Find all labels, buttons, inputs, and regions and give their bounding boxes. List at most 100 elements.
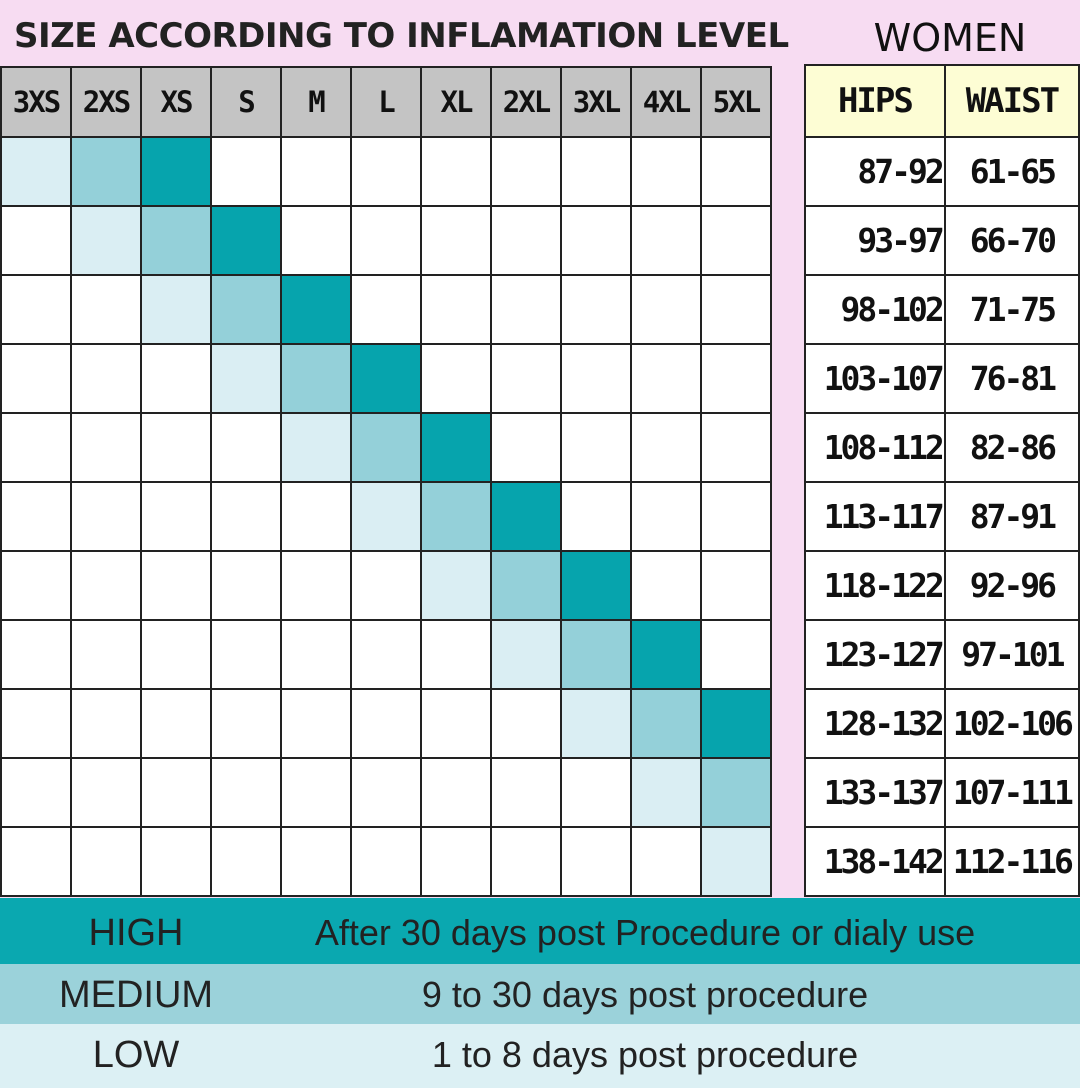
grid-cell xyxy=(490,343,562,414)
grid-cell-medium xyxy=(700,757,772,828)
grid-cell xyxy=(490,757,562,828)
measurement-row: 98-102 71-75 xyxy=(804,274,1080,345)
grid-cell xyxy=(140,826,212,897)
grid-cell xyxy=(700,481,772,552)
waist-value: 66-70 xyxy=(943,205,1080,276)
legend-description: 9 to 30 days post procedure xyxy=(421,974,869,1015)
grid-cell xyxy=(280,619,352,690)
grid-cell-low xyxy=(140,274,212,345)
grid-cell-medium xyxy=(630,688,702,759)
measurement-row: 128-132 102-106 xyxy=(804,688,1080,759)
grid-cell-medium xyxy=(490,550,562,621)
size-header: XS xyxy=(140,66,212,138)
grid-cell xyxy=(560,343,632,414)
grid-cell xyxy=(70,550,142,621)
grid-cell xyxy=(140,343,212,414)
measurement-row: 93-97 66-70 xyxy=(804,205,1080,276)
measurement-row: 113-117 87-91 xyxy=(804,481,1080,552)
grid-cell xyxy=(630,343,702,414)
grid-cell xyxy=(700,343,772,414)
grid-cell xyxy=(280,550,352,621)
grid-cell xyxy=(210,688,282,759)
grid-cell xyxy=(0,205,72,276)
grid-cell xyxy=(490,826,562,897)
grid-cell xyxy=(560,205,632,276)
legend-medium: MEDIUM 9 to 30 days post procedure xyxy=(0,964,1080,1024)
size-grid-row xyxy=(0,412,772,483)
hips-value: 138-142 xyxy=(804,826,946,897)
grid-cell-low xyxy=(630,757,702,828)
size-header: XL xyxy=(420,66,492,138)
grid-cell-low xyxy=(490,619,562,690)
legend-low: LOW 1 to 8 days post procedure xyxy=(0,1024,1080,1088)
grid-cell xyxy=(0,481,72,552)
grid-cell xyxy=(420,619,492,690)
size-header: 3XS xyxy=(0,66,72,138)
grid-cell xyxy=(0,274,72,345)
grid-cell xyxy=(280,136,352,207)
hips-value: 103-107 xyxy=(804,343,946,414)
hips-value: 128-132 xyxy=(804,688,946,759)
grid-cell xyxy=(140,481,212,552)
waist-value: 102-106 xyxy=(943,688,1080,759)
size-header: 3XL xyxy=(560,66,632,138)
grid-cell-high xyxy=(700,688,772,759)
grid-cell xyxy=(210,757,282,828)
grid-cell-high xyxy=(140,136,212,207)
size-header: S xyxy=(210,66,282,138)
grid-cell-low xyxy=(210,343,282,414)
size-header: L xyxy=(350,66,422,138)
grid-cell-high xyxy=(560,550,632,621)
grid-cell xyxy=(70,757,142,828)
measurement-row: 123-127 97-101 xyxy=(804,619,1080,690)
grid-cell-medium xyxy=(420,481,492,552)
grid-cell xyxy=(70,274,142,345)
hips-value: 87-92 xyxy=(804,136,946,207)
legend-description: After 30 days post Procedure or dialy us… xyxy=(314,912,976,953)
grid-cell xyxy=(490,688,562,759)
grid-cell xyxy=(560,136,632,207)
grid-cell-medium xyxy=(350,412,422,483)
measurement-row: 133-137 107-111 xyxy=(804,757,1080,828)
grid-cell xyxy=(700,205,772,276)
grid-cell xyxy=(0,343,72,414)
size-grid-row xyxy=(0,550,772,621)
grid-cell xyxy=(280,826,352,897)
grid-cell xyxy=(0,619,72,690)
grid-cell xyxy=(210,619,282,690)
grid-cell-high xyxy=(630,619,702,690)
measurement-table: HIPS WAIST 87-92 61-65 93-97 66-70 98-102 7… xyxy=(804,64,1080,897)
size-grid-row xyxy=(0,619,772,690)
grid-cell xyxy=(140,757,212,828)
grid-cell xyxy=(70,481,142,552)
grid-cell xyxy=(420,688,492,759)
grid-cell xyxy=(70,826,142,897)
grid-cell xyxy=(560,481,632,552)
hips-value: 93-97 xyxy=(804,205,946,276)
grid-cell xyxy=(420,274,492,345)
grid-cell-medium xyxy=(140,205,212,276)
hips-value: 98-102 xyxy=(804,274,946,345)
grid-cell-medium xyxy=(70,136,142,207)
grid-cell-high xyxy=(420,412,492,483)
hips-value: 108-112 xyxy=(804,412,946,483)
size-grid-row xyxy=(0,205,772,276)
size-grid-row xyxy=(0,274,772,345)
grid-cell xyxy=(280,481,352,552)
grid-cell xyxy=(490,274,562,345)
grid-cell xyxy=(490,412,562,483)
measurement-row: 118-122 92-96 xyxy=(804,550,1080,621)
grid-cell xyxy=(0,688,72,759)
grid-cell xyxy=(350,757,422,828)
grid-cell xyxy=(350,550,422,621)
size-header: 2XL xyxy=(490,66,562,138)
size-grid-row xyxy=(0,826,772,897)
grid-cell xyxy=(70,412,142,483)
grid-cell xyxy=(350,136,422,207)
legend-level: MEDIUM xyxy=(58,974,214,1016)
legend-level: HIGH xyxy=(88,912,184,954)
hips-value: 123-127 xyxy=(804,619,946,690)
grid-cell xyxy=(630,826,702,897)
grid-cell xyxy=(280,757,352,828)
size-header: 5XL xyxy=(700,66,772,138)
